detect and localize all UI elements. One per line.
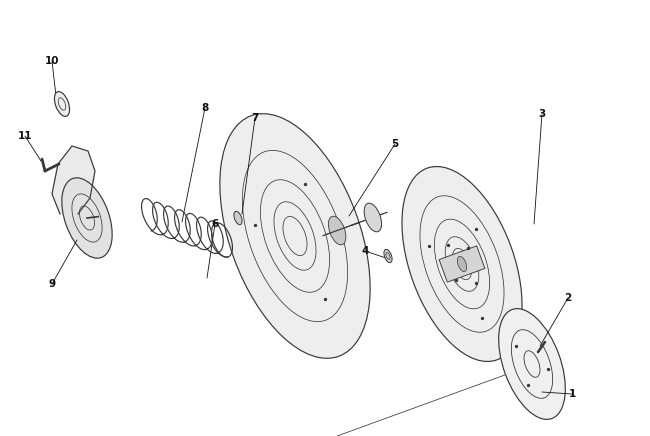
Ellipse shape <box>364 203 382 232</box>
Text: 7: 7 <box>252 113 259 123</box>
Ellipse shape <box>234 211 242 225</box>
Ellipse shape <box>328 216 346 245</box>
Ellipse shape <box>384 249 392 262</box>
Ellipse shape <box>499 309 566 419</box>
Ellipse shape <box>55 92 70 116</box>
Ellipse shape <box>62 178 112 258</box>
Polygon shape <box>52 146 95 214</box>
Text: 11: 11 <box>18 131 32 141</box>
Bar <box>439 246 485 282</box>
Ellipse shape <box>402 167 522 361</box>
Text: 1: 1 <box>568 389 576 399</box>
Text: 8: 8 <box>202 103 209 113</box>
Text: 9: 9 <box>49 279 55 289</box>
Ellipse shape <box>220 114 370 358</box>
Text: 2: 2 <box>564 293 571 303</box>
Text: 10: 10 <box>45 56 59 66</box>
Text: 5: 5 <box>391 139 398 149</box>
Text: 6: 6 <box>211 219 218 229</box>
Ellipse shape <box>458 256 467 272</box>
Text: 4: 4 <box>361 246 369 256</box>
Text: 3: 3 <box>538 109 545 119</box>
